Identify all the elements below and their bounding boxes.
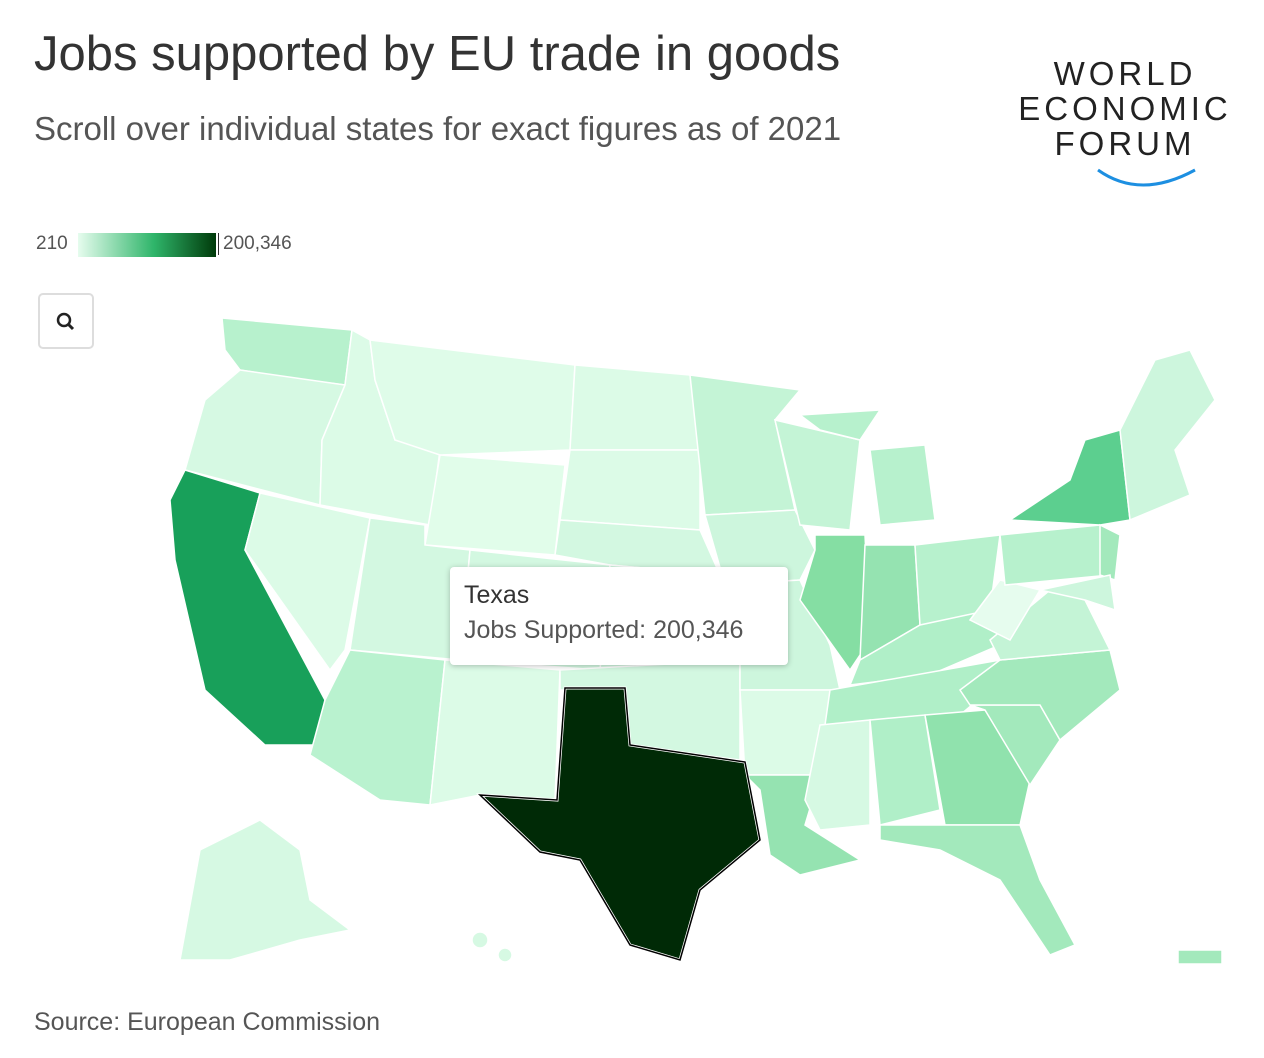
state[interactable] (869, 714, 941, 826)
logo: WORLD ECONOMIC FORUM (1010, 55, 1240, 195)
state[interactable] (1099, 523, 1121, 582)
state-texas-outline (477, 687, 761, 961)
state[interactable] (1039, 574, 1116, 612)
states (169, 317, 1223, 965)
state[interactable] (799, 534, 871, 672)
search-icon (56, 312, 75, 331)
state[interactable] (309, 649, 446, 806)
state[interactable] (471, 931, 489, 949)
state[interactable] (1119, 349, 1216, 522)
us-map (169, 317, 1223, 965)
source: Source: European Commission (34, 1008, 380, 1036)
logo-text: ECONOMIC (1018, 90, 1232, 127)
state[interactable] (244, 492, 371, 672)
state[interactable] (429, 659, 561, 806)
tooltip-value: 200,346 (653, 616, 744, 644)
state[interactable] (179, 819, 352, 961)
state[interactable] (1177, 949, 1223, 965)
state[interactable] (804, 719, 871, 831)
state[interactable] (497, 947, 513, 963)
tooltip: Texas Jobs Supported: 200,346 (450, 567, 788, 665)
state[interactable] (999, 524, 1111, 586)
logo-text: FORUM (1054, 125, 1196, 162)
title: Jobs supported by EU trade in goods (34, 27, 841, 81)
zoom-button[interactable] (38, 293, 94, 349)
state[interactable] (369, 339, 576, 456)
tooltip-label: Jobs Supported: (464, 616, 647, 644)
state[interactable] (869, 444, 936, 526)
logo-arc (1097, 168, 1196, 187)
tooltip-row: Jobs Supported: 200,346 (464, 616, 743, 645)
state[interactable] (559, 449, 701, 531)
legend-max: 200,346 (218, 233, 292, 255)
state[interactable] (924, 709, 1031, 826)
state[interactable] (569, 364, 701, 451)
state[interactable] (989, 589, 1112, 661)
state[interactable] (1007, 429, 1131, 526)
subtitle: Scroll over individual states for exact … (34, 110, 842, 147)
legend-min: 210 (36, 233, 68, 254)
state[interactable] (797, 409, 882, 441)
state[interactable] (424, 454, 566, 556)
legend-gradient (78, 233, 216, 257)
logo-text: WORLD (1053, 55, 1197, 92)
tooltip-state: Texas (464, 581, 530, 609)
state[interactable] (879, 824, 1077, 956)
